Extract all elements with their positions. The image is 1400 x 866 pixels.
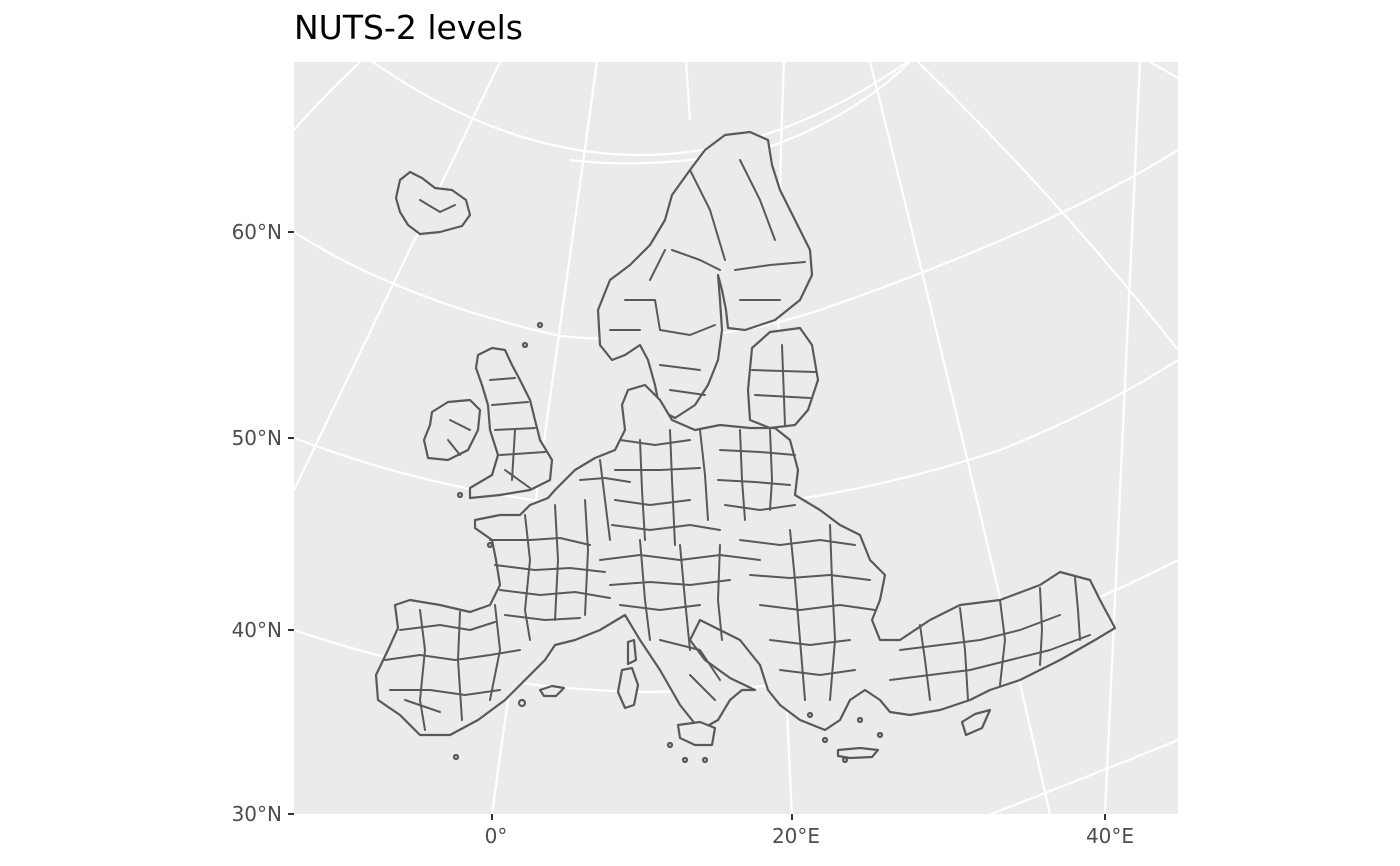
map-title: NUTS-2 levels <box>294 8 524 47</box>
x-tick-label-0: 0° <box>485 824 508 848</box>
region-cyprus <box>960 708 992 737</box>
meridian-west <box>294 62 501 491</box>
region-balearic <box>538 684 566 698</box>
y-tick-label-1: 50°N <box>232 426 282 450</box>
x-tick-label-2: 40°E <box>1086 824 1134 848</box>
region-continental-europe <box>374 383 1117 737</box>
region-crete <box>836 746 880 760</box>
x-tick-label-1: 20°E <box>772 824 820 848</box>
meridian-50e <box>917 62 1178 351</box>
nuts2-borders <box>384 159 1091 731</box>
land-regions <box>374 130 1117 760</box>
x-axis: 0° 20°E 40°E <box>485 814 1134 848</box>
region-corsica <box>626 638 638 666</box>
region-sardinia <box>616 666 640 710</box>
region-iceland <box>394 170 472 236</box>
meridian-10e <box>684 62 692 121</box>
region-great-britain <box>468 346 554 500</box>
y-tick-label-2: 40°N <box>232 618 282 642</box>
meridian-40e <box>1103 62 1142 814</box>
y-tick-label-0: 60°N <box>232 220 282 244</box>
region-sicily <box>676 720 717 747</box>
islands <box>452 321 884 764</box>
meridian-30e <box>868 62 1052 814</box>
meridian-ne <box>1149 62 1178 79</box>
parallel-70n <box>370 62 910 156</box>
y-axis: 60°N 50°N 40°N 30°N <box>232 220 294 826</box>
meridian-nw <box>294 62 361 131</box>
parallel-30n <box>988 738 1178 814</box>
y-tick-label-3: 30°N <box>232 802 282 826</box>
region-ireland <box>422 398 482 462</box>
